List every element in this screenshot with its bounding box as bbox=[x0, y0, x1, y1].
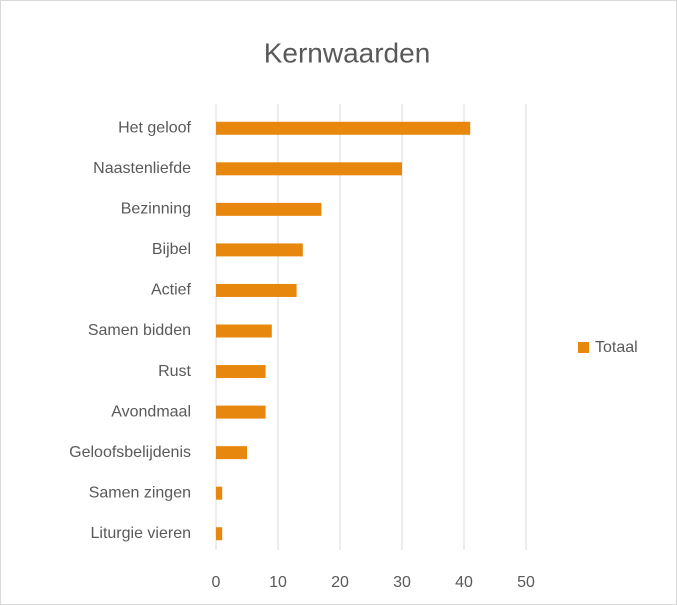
bar bbox=[216, 446, 247, 460]
x-tick-label: 40 bbox=[455, 574, 473, 591]
y-tick-label: Avondmaal bbox=[111, 403, 191, 420]
y-tick-label: Samen zingen bbox=[89, 484, 191, 501]
y-tick-label: Bezinning bbox=[121, 201, 191, 218]
bar bbox=[216, 365, 266, 379]
y-tick-label: Het geloof bbox=[118, 119, 191, 136]
y-tick-label: Rust bbox=[158, 363, 191, 380]
legend-swatch bbox=[578, 342, 589, 353]
bar bbox=[216, 405, 266, 419]
y-tick-label: Actief bbox=[151, 282, 192, 299]
x-tick-label: 30 bbox=[393, 574, 411, 591]
bar bbox=[216, 283, 297, 297]
bar bbox=[216, 121, 471, 135]
chart-title: Kernwaarden bbox=[264, 37, 431, 68]
y-tick-label: Bijbel bbox=[152, 241, 191, 258]
bar bbox=[216, 527, 223, 541]
bar bbox=[216, 243, 303, 257]
x-tick-label: 10 bbox=[269, 574, 287, 591]
y-tick-label: Samen bidden bbox=[88, 322, 191, 339]
bar bbox=[216, 202, 322, 216]
x-tick-label: 50 bbox=[517, 574, 535, 591]
x-tick-label: 0 bbox=[212, 574, 221, 591]
bar bbox=[216, 486, 223, 500]
legend-label: Totaal bbox=[595, 339, 638, 356]
y-tick-label: Liturgie vieren bbox=[91, 525, 192, 542]
y-tick-label: Geloofsbelijdenis bbox=[69, 444, 191, 461]
bar bbox=[216, 324, 272, 338]
bar bbox=[216, 162, 402, 176]
y-tick-label: Naastenliefde bbox=[93, 160, 191, 177]
x-tick-label: 20 bbox=[331, 574, 349, 591]
